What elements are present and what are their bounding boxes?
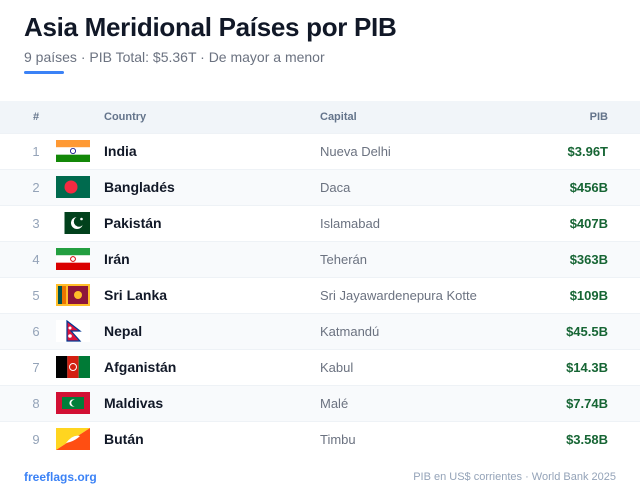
- rank: 7: [32, 360, 40, 375]
- rank: 2: [32, 180, 40, 195]
- country-name: Afganistán: [104, 359, 177, 375]
- capital: Sri Jayawardenepura Kotte: [320, 288, 477, 303]
- country-name: Bután: [104, 431, 144, 447]
- gdp-value: $363B: [569, 252, 608, 267]
- rank: 8: [32, 396, 40, 411]
- gdp-value: $407B: [569, 216, 608, 231]
- column-header: Capital: [320, 111, 357, 123]
- accent-bar: [24, 71, 64, 74]
- country-name: Bangladés: [104, 179, 175, 195]
- flag: [56, 284, 90, 306]
- footnote: PIB en US$ corrientes · World Bank 2025: [413, 471, 616, 483]
- flag: [56, 428, 90, 450]
- capital: Timbu: [320, 432, 356, 447]
- rank: 5: [32, 288, 40, 303]
- capital: Nueva Delhi: [320, 144, 391, 159]
- gdp-value: $14.3B: [566, 360, 608, 375]
- flag: [56, 248, 90, 270]
- subtitle: 9 países · PIB Total: $5.36T · De mayor …: [24, 49, 325, 65]
- gdp-value: $45.5B: [566, 324, 608, 339]
- rank: 6: [32, 324, 40, 339]
- source-link[interactable]: freeflags.org: [24, 470, 97, 484]
- table-row: 5 Sri Lanka Sri Jayawardenepura Kotte $109B: [0, 277, 640, 313]
- capital: Malé: [320, 396, 349, 411]
- flag: [56, 176, 90, 198]
- rank: 4: [32, 252, 40, 267]
- capital: Teherán: [320, 252, 367, 267]
- column-header: #: [32, 111, 40, 123]
- flag: [56, 212, 90, 234]
- table-row: 1 India Nueva Delhi $3.96T: [0, 133, 640, 169]
- country-name: Nepal: [104, 323, 143, 339]
- column-header: Country: [104, 111, 147, 123]
- table-row: 3 Pakistán Islamabad $407B: [0, 205, 640, 241]
- column-header: PIB: [589, 111, 608, 123]
- title: Asia Meridional Países por PIB: [24, 12, 397, 42]
- table-row: 4 Irán Teherán $363B: [0, 241, 640, 277]
- table-row: 9 Bután Timbu $3.58B: [0, 421, 640, 457]
- country-name: Pakistán: [104, 215, 162, 231]
- rank: 9: [32, 432, 40, 447]
- country-name: Maldivas: [104, 395, 164, 411]
- table-row: 6 Nepal Katmandú $45.5B: [0, 313, 640, 349]
- rank: 3: [32, 216, 40, 231]
- capital: Katmandú: [320, 324, 380, 339]
- gdp-value: $3.96T: [567, 144, 608, 159]
- capital: Kabul: [320, 360, 354, 375]
- capital: Daca: [320, 180, 351, 195]
- capital: Islamabad: [320, 216, 380, 231]
- country-name: Irán: [104, 251, 130, 267]
- gdp-value: $456B: [569, 180, 608, 195]
- table-row: 8 Maldivas Malé $7.74B: [0, 385, 640, 421]
- flag: [56, 392, 90, 414]
- gdp-value: $7.74B: [566, 396, 608, 411]
- country-name: Sri Lanka: [104, 287, 168, 303]
- flag: [56, 140, 90, 162]
- flag: [56, 320, 90, 342]
- table-row: 7 Afganistán Kabul $14.3B: [0, 349, 640, 385]
- gdp-value: $109B: [569, 288, 608, 303]
- table-row: 2 Bangladés Daca $456B: [0, 169, 640, 205]
- country-name: India: [104, 143, 137, 159]
- gdp-value: $3.58B: [566, 432, 608, 447]
- flag: [56, 356, 90, 378]
- rank: 1: [32, 144, 40, 159]
- table-header: # Country Capital PIB: [0, 101, 640, 133]
